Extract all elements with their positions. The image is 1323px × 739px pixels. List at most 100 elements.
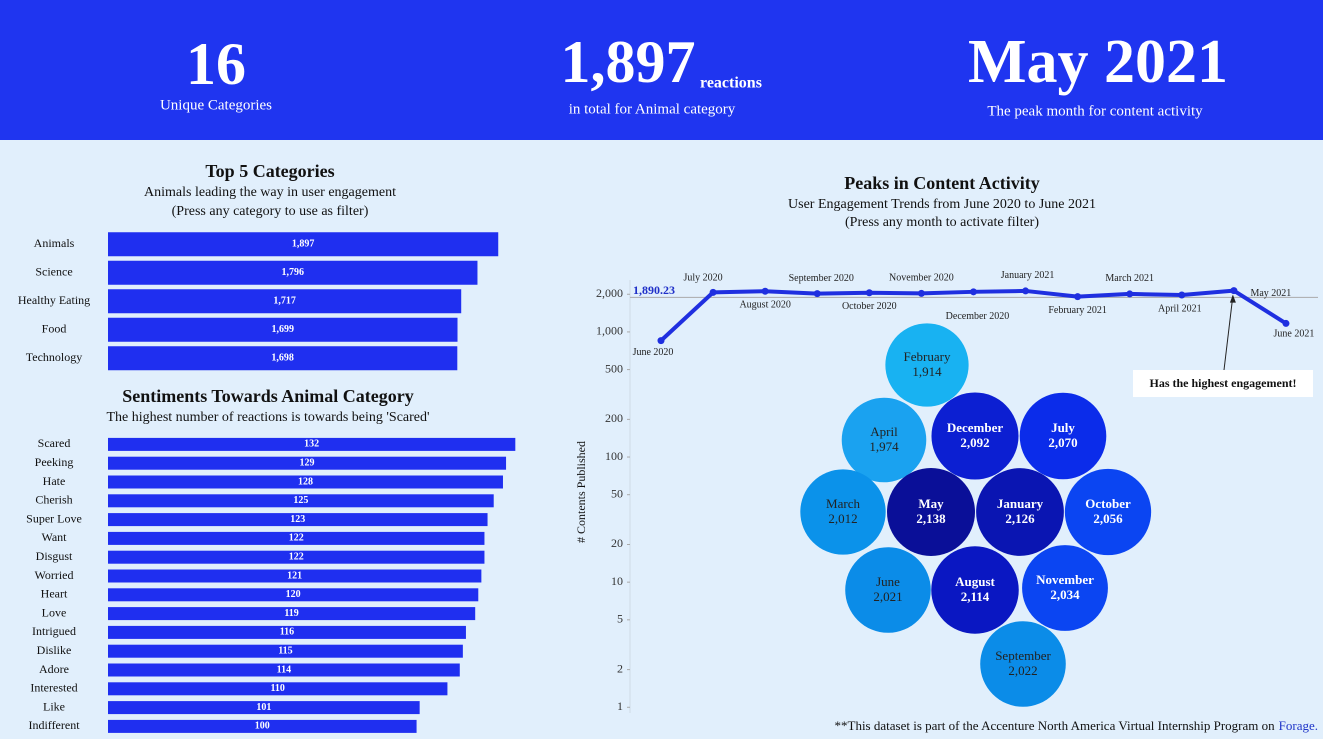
bar[interactable] [108,607,476,621]
bar[interactable] [108,701,420,715]
category-label[interactable]: Interested [30,681,77,695]
bar[interactable] [108,513,488,527]
bubble[interactable] [931,392,1019,480]
bar[interactable] [108,289,462,314]
footer-link[interactable]: Forage. [1279,718,1318,733]
y-tick-label: 1,000 [596,324,623,338]
bar[interactable] [108,456,507,470]
x-point-label[interactable]: September 2020 [789,273,854,284]
x-point-label[interactable]: January 2021 [1001,270,1055,281]
value-label: 114 [277,664,291,675]
category-label[interactable]: Technology [26,350,82,364]
x-point-label[interactable]: December 2020 [946,311,1010,322]
bubble[interactable] [887,468,975,556]
bar[interactable] [108,625,466,639]
category-label[interactable]: Hate [43,474,66,488]
line-point[interactable] [969,288,977,296]
line-point[interactable] [1126,290,1134,298]
category-label[interactable]: Love [42,605,67,619]
bar[interactable] [108,232,499,257]
y-tick-label: 10 [611,574,623,588]
bubble[interactable] [1022,545,1108,631]
bar[interactable] [108,475,503,489]
category-label[interactable]: Science [35,265,72,279]
line-point[interactable] [1178,291,1186,299]
category-label[interactable]: Food [42,322,67,336]
bar[interactable] [108,719,417,733]
y-tick-label: 500 [605,361,623,375]
bar[interactable] [108,437,516,451]
x-point-label[interactable]: August 2020 [739,300,790,311]
kpi-value: 1,897 [561,29,696,95]
category-label[interactable]: Like [43,699,65,713]
line-point[interactable] [657,337,665,345]
value-label: 119 [284,608,298,619]
bar[interactable] [108,346,458,371]
category-label[interactable]: Peeking [35,455,74,469]
bubble-label: February [904,349,951,364]
category-label[interactable]: Adore [39,662,69,676]
category-label[interactable]: Want [41,530,67,544]
x-point-label[interactable]: March 2021 [1105,273,1154,284]
line-point[interactable] [1230,287,1238,295]
bar[interactable] [108,588,479,602]
bubble[interactable] [931,546,1019,634]
chart-note: (Press any category to use as filter) [172,204,369,219]
bar[interactable] [108,494,494,508]
x-point-label[interactable]: June 2020 [633,347,674,358]
bubble[interactable] [1019,392,1107,480]
line-point[interactable] [917,289,925,297]
x-point-label[interactable]: July 2020 [683,273,722,284]
x-point-label[interactable]: October 2020 [842,301,897,312]
bubble[interactable] [1064,468,1152,556]
x-point-label[interactable]: November 2020 [889,273,954,284]
bar[interactable] [108,260,478,285]
x-point-label[interactable]: April 2021 [1158,303,1202,314]
line-point[interactable] [813,290,821,298]
y-tick-label: 2,000 [596,286,623,300]
bar[interactable] [108,644,463,658]
bar[interactable] [108,531,485,545]
category-label[interactable]: Heart [41,587,68,601]
x-point-label[interactable]: February 2021 [1048,305,1107,316]
category-label[interactable]: Scared [38,436,71,450]
bubble[interactable] [976,468,1064,556]
reference-label: 1,890.23 [633,283,675,297]
bubble[interactable] [885,323,969,407]
x-point-label[interactable]: May 2021 [1250,288,1291,299]
value-label: 1,796 [281,267,304,278]
bar[interactable] [108,663,460,677]
category-label[interactable]: Disgust [36,549,73,563]
bar[interactable] [108,317,458,342]
category-label[interactable]: Animals [34,236,75,250]
category-label[interactable]: Indifferent [28,718,80,732]
category-label[interactable]: Dislike [37,643,72,657]
bubble-value: 2,012 [828,511,857,526]
bubble-value: 2,056 [1093,511,1123,526]
bubble[interactable] [845,547,931,633]
x-point-label[interactable]: June 2021 [1274,329,1315,340]
category-label[interactable]: Healthy Eating [18,293,90,307]
value-label: 1,698 [271,353,294,364]
bubble-value: 2,070 [1048,435,1077,450]
bar[interactable] [108,682,448,696]
bar[interactable] [108,550,485,564]
category-label[interactable]: Cherish [35,493,72,507]
category-label[interactable]: Worried [34,568,73,582]
bubble[interactable] [980,621,1066,707]
line-point[interactable] [709,288,717,296]
line-point[interactable] [1282,319,1290,327]
kpi-value: 16 [186,31,246,97]
value-label: 121 [287,570,302,581]
category-label[interactable]: Super Love [26,511,82,525]
bubble[interactable] [841,397,927,483]
line-point[interactable] [761,287,769,295]
line-point[interactable] [1074,293,1082,301]
category-label[interactable]: Intrigued [32,624,76,638]
line-point[interactable] [865,289,873,297]
bar[interactable] [108,569,482,583]
bubble-label: October [1085,496,1131,511]
value-label: 129 [300,457,315,468]
bubble[interactable] [800,469,886,555]
line-point[interactable] [1022,287,1030,295]
